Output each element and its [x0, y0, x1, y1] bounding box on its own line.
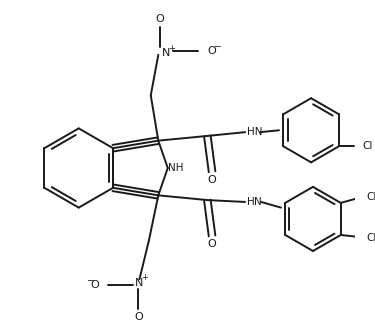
Text: +: +: [141, 273, 148, 282]
Text: O: O: [134, 312, 143, 322]
Text: N: N: [162, 48, 171, 58]
Text: Cl: Cl: [363, 141, 373, 151]
Text: N: N: [254, 197, 261, 207]
Text: +: +: [168, 44, 175, 53]
Text: HN: HN: [247, 127, 262, 137]
Text: NH: NH: [168, 163, 183, 173]
Text: N: N: [135, 278, 143, 288]
Text: O: O: [156, 14, 165, 24]
Text: O: O: [207, 46, 216, 56]
Text: −: −: [213, 41, 220, 50]
Text: Cl: Cl: [366, 233, 375, 243]
Text: O: O: [208, 239, 216, 249]
Text: −: −: [86, 275, 93, 284]
Text: Cl: Cl: [366, 192, 375, 202]
Text: O: O: [90, 280, 99, 290]
Text: O: O: [208, 175, 216, 185]
Text: H: H: [247, 197, 255, 207]
